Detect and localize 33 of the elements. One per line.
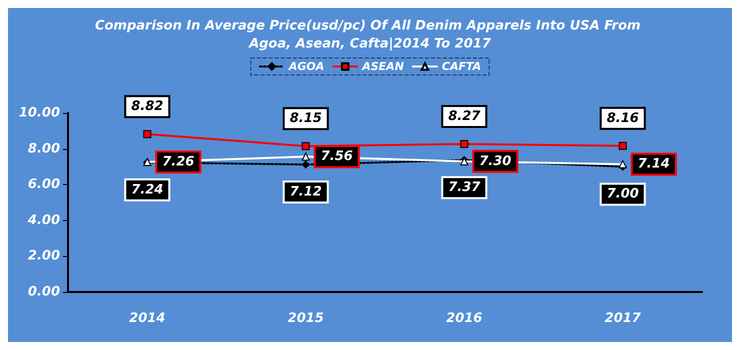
data-label: 8.15 [290, 111, 322, 126]
point [618, 142, 627, 150]
point [460, 140, 468, 148]
y-tick-label: 2.00 [28, 248, 60, 264]
data-label: 7.14 [638, 156, 670, 172]
x-tick-label: 2015 [288, 311, 324, 326]
legend-label: CAFTA [442, 60, 482, 73]
point [618, 160, 627, 168]
data-label: 8.27 [448, 108, 482, 124]
data-label: 8.82 [131, 99, 164, 114]
x-tick-label: 2014 [129, 311, 166, 326]
legend-label: AGOA [288, 60, 324, 73]
y-tick-label: 10.00 [18, 106, 60, 120]
data-label: 7.30 [479, 154, 512, 169]
x-tick-label: 2017 [604, 311, 642, 326]
y-tick-label: 0.00 [28, 284, 60, 300]
chart-title: Comparison In Average Price(usd/pc) Of All Denim Apparels Into USA From Agoa, Asean, Cafta|2014 To 2017 [94, 18, 646, 52]
point [143, 130, 152, 138]
point [302, 152, 310, 161]
y-tick-label: 4.00 [26, 212, 60, 228]
x-tick-label: 2016 [446, 311, 482, 326]
data-label: 7.12 [290, 184, 322, 200]
y-tick-label: 8.00 [28, 141, 60, 156]
data-label: 7.00 [606, 186, 639, 202]
y-tick-label: 6.00 [28, 177, 60, 192]
data-label: 7.37 [448, 180, 482, 196]
data-label: 7.56 [320, 149, 353, 164]
data-label: 8.16 [606, 110, 639, 126]
point [302, 142, 310, 150]
data-label: 7.24 [131, 182, 164, 198]
point [302, 160, 310, 169]
legend-label: ASEAN [361, 60, 404, 73]
data-label: 7.26 [162, 154, 194, 170]
